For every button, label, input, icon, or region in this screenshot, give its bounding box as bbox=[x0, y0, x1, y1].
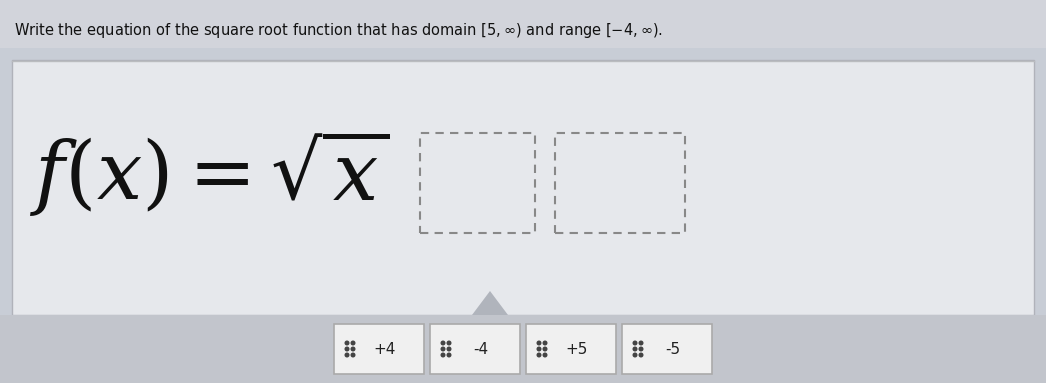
Circle shape bbox=[345, 347, 348, 351]
Circle shape bbox=[538, 341, 541, 345]
Text: Write the equation of the square root function that has domain $[5, \infty)$ and: Write the equation of the square root fu… bbox=[14, 21, 663, 40]
Circle shape bbox=[441, 353, 445, 357]
Circle shape bbox=[633, 353, 637, 357]
FancyBboxPatch shape bbox=[334, 324, 424, 374]
Text: $f(x) = \sqrt{x}$: $f(x) = \sqrt{x}$ bbox=[30, 127, 390, 219]
Circle shape bbox=[633, 341, 637, 345]
Polygon shape bbox=[472, 291, 508, 315]
Circle shape bbox=[345, 353, 348, 357]
Circle shape bbox=[639, 341, 643, 345]
FancyBboxPatch shape bbox=[622, 324, 712, 374]
FancyBboxPatch shape bbox=[0, 0, 1046, 48]
Circle shape bbox=[543, 353, 547, 357]
Text: +4: +4 bbox=[373, 342, 396, 357]
Text: -4: -4 bbox=[474, 342, 488, 357]
Circle shape bbox=[543, 347, 547, 351]
FancyBboxPatch shape bbox=[430, 324, 520, 374]
Circle shape bbox=[351, 341, 355, 345]
Circle shape bbox=[441, 341, 445, 345]
Circle shape bbox=[538, 353, 541, 357]
Text: -5: -5 bbox=[665, 342, 681, 357]
FancyBboxPatch shape bbox=[12, 60, 1034, 315]
FancyBboxPatch shape bbox=[0, 315, 1046, 383]
Circle shape bbox=[351, 353, 355, 357]
Circle shape bbox=[639, 347, 643, 351]
Circle shape bbox=[345, 341, 348, 345]
Circle shape bbox=[633, 347, 637, 351]
Text: +5: +5 bbox=[566, 342, 588, 357]
FancyBboxPatch shape bbox=[526, 324, 616, 374]
Circle shape bbox=[448, 347, 451, 351]
Circle shape bbox=[538, 347, 541, 351]
Circle shape bbox=[448, 353, 451, 357]
Circle shape bbox=[441, 347, 445, 351]
Circle shape bbox=[543, 341, 547, 345]
Circle shape bbox=[448, 341, 451, 345]
Circle shape bbox=[351, 347, 355, 351]
Circle shape bbox=[639, 353, 643, 357]
